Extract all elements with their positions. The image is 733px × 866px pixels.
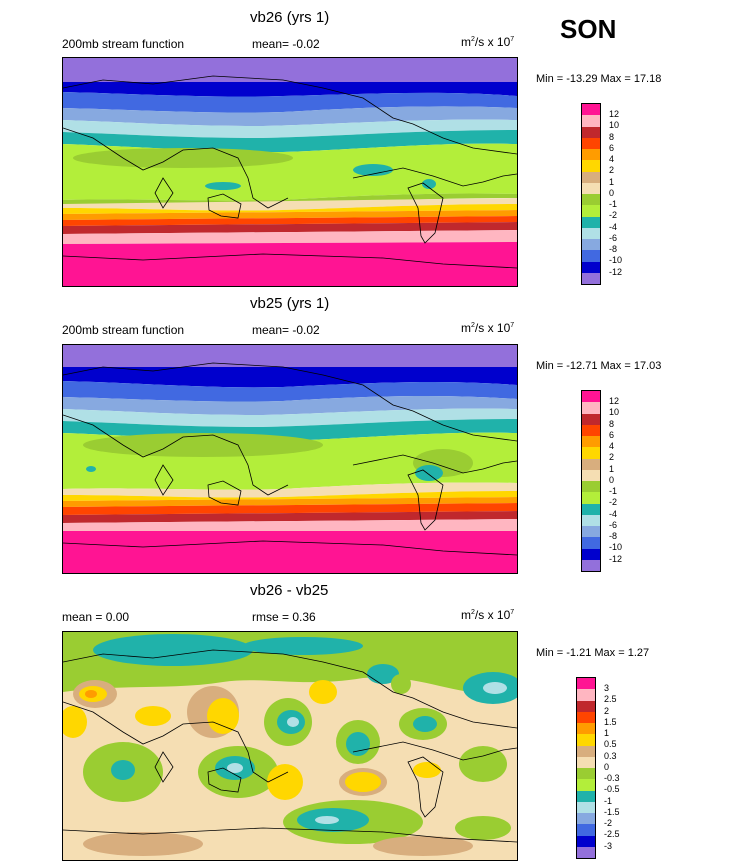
season-label: SON xyxy=(560,14,617,44)
tick-label: -2 xyxy=(604,818,613,828)
tick-label: -0.3 xyxy=(604,773,620,783)
panel-2-map xyxy=(62,344,518,574)
tick-label: 6 xyxy=(609,429,615,440)
panel-1-mean: mean= -0.02 xyxy=(252,37,320,51)
panel-1-colorbar xyxy=(581,103,601,285)
tick-label: 1 xyxy=(604,728,610,738)
panel-2-units: m2/s x 107 xyxy=(461,321,515,335)
tick-label: -8 xyxy=(609,531,618,541)
tick-label: -1 xyxy=(604,795,613,806)
tick-label: -2 xyxy=(609,210,618,221)
tick-label: 10 xyxy=(609,120,620,131)
tick-label: -12 xyxy=(609,553,623,564)
panel-1-minmax: Min = -13.29 Max = 17.18 xyxy=(536,73,662,85)
panel-1-title: vb26 (yrs 1) xyxy=(250,9,330,26)
tick-label: 1 xyxy=(609,176,615,187)
tick-label: -2 xyxy=(609,497,618,508)
panel-3-rmse: rmse = 0.36 xyxy=(252,610,316,624)
tick-label: 1.5 xyxy=(604,716,617,727)
tick-label: -4 xyxy=(609,508,618,519)
tick-label: -6 xyxy=(609,519,618,530)
tick-label: -12 xyxy=(609,266,623,277)
panel-3-left-label: mean = 0.00 xyxy=(62,610,130,624)
panel-3-minmax: Min = -1.21 Max = 1.27 xyxy=(536,647,650,659)
panel-3-map xyxy=(62,631,518,861)
tick-label: -3 xyxy=(604,840,613,851)
tick-label: 8 xyxy=(609,418,615,429)
panel-2-title: vb25 (yrs 1) xyxy=(250,295,330,312)
tick-label: 4 xyxy=(609,154,615,164)
tick-label: -0.5 xyxy=(604,784,620,795)
panel-2-minmax: Min = -12.71 Max = 17.03 xyxy=(536,360,662,372)
panel-3-units: m2/s x 107 xyxy=(461,608,515,622)
tick-label: 12 xyxy=(609,109,620,119)
tick-label: -10 xyxy=(609,542,623,553)
tick-label: 4 xyxy=(609,441,615,451)
panel-2-mean: mean= -0.02 xyxy=(252,323,320,337)
tick-label: -1 xyxy=(609,486,618,496)
panel-2-colorbar xyxy=(581,390,601,572)
tick-label: -8 xyxy=(609,244,618,254)
tick-label: 10 xyxy=(609,407,620,418)
tick-label: 0 xyxy=(609,474,615,485)
tick-label: 0.3 xyxy=(604,750,617,761)
tick-label: 1 xyxy=(609,463,615,474)
tick-label: 2.5 xyxy=(604,694,617,705)
tick-label: -6 xyxy=(609,232,618,243)
tick-label: 0 xyxy=(609,187,615,198)
tick-label: 0 xyxy=(604,761,610,772)
tick-label: -1 xyxy=(609,199,618,209)
tick-label: -1.5 xyxy=(604,806,620,817)
panel-3-title: vb26 - vb25 xyxy=(250,582,329,599)
tick-label: 0.5 xyxy=(604,739,617,750)
tick-label: 2 xyxy=(609,165,615,176)
tick-label: -10 xyxy=(609,255,623,266)
tick-label: 3 xyxy=(604,683,610,693)
panel-1-left-label: 200mb stream function xyxy=(62,37,185,51)
tick-label: 2 xyxy=(604,705,610,716)
tick-label: 6 xyxy=(609,142,615,153)
tick-label: 8 xyxy=(609,131,615,142)
panel-1-map xyxy=(62,57,518,287)
panel-1-units: m2/s x 107 xyxy=(461,35,515,49)
tick-label: 12 xyxy=(609,396,620,406)
tick-label: 2 xyxy=(609,452,615,463)
tick-label: -4 xyxy=(609,221,618,232)
tick-label: -2.5 xyxy=(604,829,620,840)
panel-3-colorbar xyxy=(576,677,596,859)
panel-2-left-label: 200mb stream function xyxy=(62,323,185,337)
